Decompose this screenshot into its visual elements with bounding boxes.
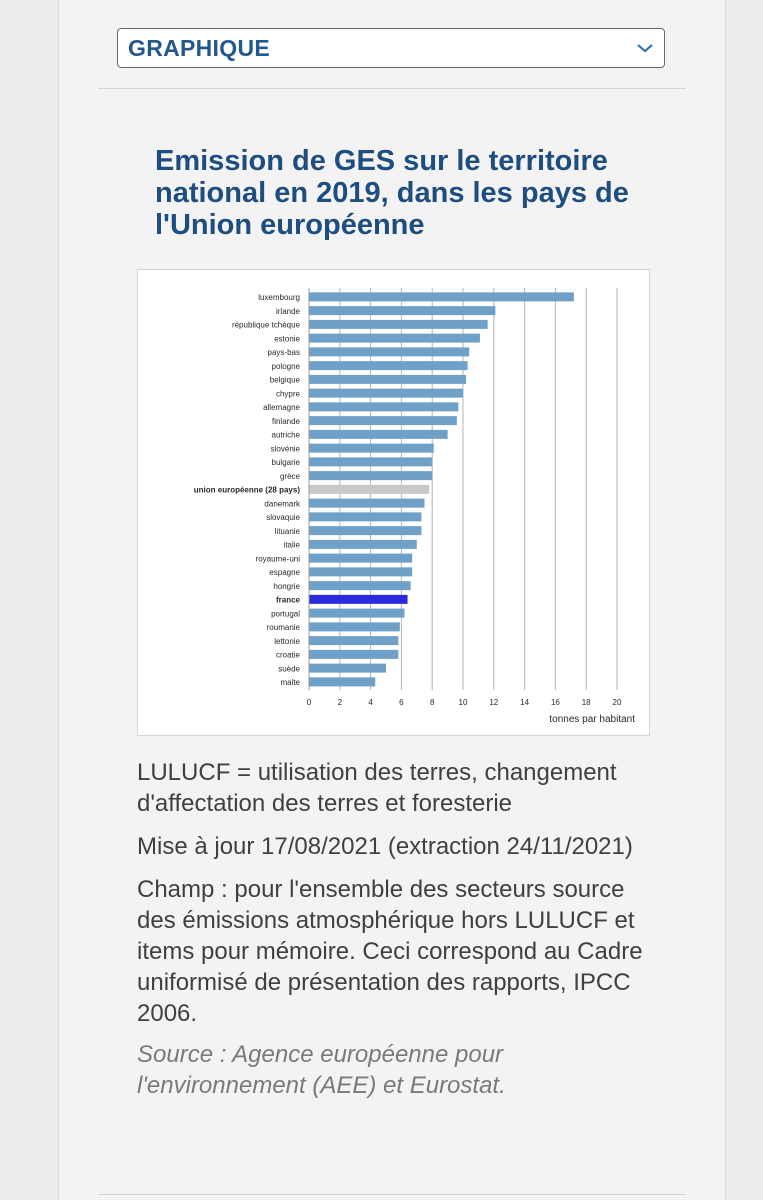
x-tick-label: 14: [520, 698, 529, 707]
bar: [309, 567, 413, 577]
chart-title: Emission de GES sur le territoire nation…: [155, 145, 629, 241]
x-tick-label: 0: [307, 698, 312, 707]
category-label: danemark: [264, 499, 301, 508]
x-axis-label: tonnes par habitant: [549, 714, 635, 725]
bar: [309, 374, 467, 384]
scope-note: Champ : pour l'ensemble des secteurs sou…: [137, 876, 643, 1027]
bar: [309, 663, 386, 673]
category-label: pologne: [272, 362, 301, 371]
bar: [309, 292, 574, 302]
lulucf-note: LULUCF = utilisation des terres, changem…: [137, 759, 617, 817]
category-label: portugal: [271, 609, 300, 618]
category-label: espagne: [269, 568, 300, 577]
category-label: belgique: [270, 376, 301, 385]
bar: [309, 471, 433, 481]
category-label: bulgarie: [272, 458, 301, 467]
x-tick-label: 4: [368, 698, 373, 707]
x-tick-label: 18: [582, 698, 591, 707]
category-label: estonie: [274, 334, 300, 343]
x-tick-label: 2: [338, 698, 343, 707]
category-label: france: [276, 596, 301, 605]
bar-chart: luxembourg irlande république tchèque eston…: [194, 288, 635, 725]
category-label: croatie: [276, 651, 301, 660]
bar: [309, 526, 422, 536]
bar: [309, 402, 459, 412]
category-label: autriche: [272, 431, 301, 440]
bar: [309, 319, 488, 329]
category-label: malte: [280, 678, 300, 687]
bar: [309, 416, 457, 426]
category-label: slovaquie: [266, 513, 300, 522]
category-label: finlande: [272, 417, 301, 426]
x-tick-label: 20: [613, 698, 622, 707]
bar: [309, 539, 417, 549]
category-label: italie: [284, 541, 301, 550]
bar: [309, 677, 376, 687]
bar: [309, 649, 399, 659]
category-label: luxembourg: [258, 293, 300, 302]
bar: [309, 484, 430, 494]
category-label: union européenne (28 pays): [194, 486, 301, 495]
x-tick-label: 12: [489, 698, 498, 707]
x-tick-label: 8: [430, 698, 435, 707]
category-label: allemagne: [263, 403, 300, 412]
category-label: roumanie: [267, 623, 301, 632]
category-label: chypre: [276, 389, 301, 398]
category-label: suède: [278, 664, 300, 673]
category-label: irlande: [276, 307, 301, 316]
divider: [98, 88, 686, 89]
graphique-dropdown[interactable]: GRAPHIQUE: [117, 28, 665, 68]
divider-bottom: [98, 1194, 686, 1195]
bar: [309, 443, 434, 453]
bar: [309, 306, 496, 316]
x-tick-label: 6: [399, 698, 404, 707]
bar: [309, 553, 413, 563]
chevron-down-icon[interactable]: [636, 42, 654, 54]
category-label: royaume-uni: [256, 554, 301, 563]
category-label: lituanie: [275, 527, 301, 536]
category-label: lettonie: [274, 637, 300, 646]
bar: [309, 457, 433, 467]
source-note: Source : Agence européenne pour l'enviro…: [137, 1041, 506, 1099]
category-label: grèce: [280, 472, 301, 481]
x-tick-label: 10: [459, 698, 468, 707]
bar: [309, 361, 468, 371]
chart-container: luxembourg irlande république tchèque eston…: [137, 269, 650, 736]
update-note: Mise à jour 17/08/2021 (extraction 24/11…: [137, 833, 633, 860]
bar: [309, 498, 425, 508]
bar: [309, 333, 480, 343]
category-label: slovénie: [271, 444, 301, 453]
x-tick-label: 16: [551, 698, 560, 707]
category-label: pays-bas: [268, 348, 300, 357]
category-label: république tchèque: [232, 321, 301, 330]
chart-notes: LULUCF = utilisation des terres, changem…: [137, 757, 657, 1113]
bar: [309, 608, 405, 618]
bar: [309, 388, 463, 398]
category-label: hongrie: [273, 582, 300, 591]
bar: [309, 347, 470, 357]
bar: [309, 636, 399, 646]
bar: [309, 622, 400, 632]
bar: [309, 581, 411, 591]
bar: [309, 429, 448, 439]
bar: [309, 594, 408, 604]
bar: [309, 512, 422, 522]
dropdown-label: GRAPHIQUE: [128, 35, 270, 61]
